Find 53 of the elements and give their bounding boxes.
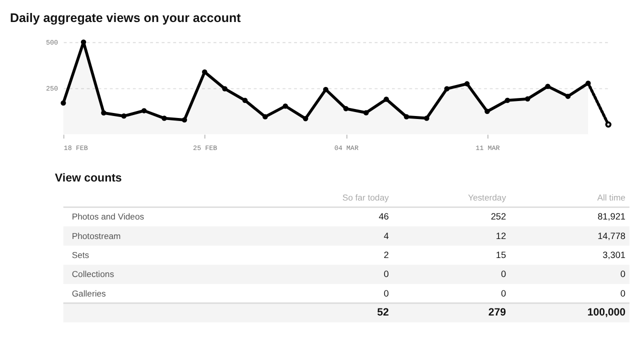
text: 279 (488, 306, 506, 319)
point (384, 96, 389, 102)
point (60, 100, 66, 106)
point (182, 117, 188, 123)
data-label: 0 (620, 288, 626, 298)
point (282, 103, 288, 109)
point (565, 94, 571, 99)
point (504, 98, 510, 103)
data-label: 0 (500, 269, 506, 280)
data-label: 15 (496, 250, 506, 260)
data-label: 0 (384, 288, 389, 298)
point (404, 114, 410, 120)
category-label: Sets (72, 250, 90, 260)
data-label: 0 (620, 269, 626, 280)
data-label: 0 (500, 288, 506, 298)
point (242, 98, 248, 103)
data-label: 81,921 (598, 212, 626, 222)
data-label: 0 (384, 269, 389, 280)
point (323, 86, 328, 92)
point (363, 110, 369, 116)
point (302, 116, 308, 122)
point (121, 113, 127, 119)
point (162, 116, 167, 121)
point (262, 114, 268, 120)
text: View counts (54, 172, 122, 184)
point (141, 108, 147, 114)
text: Yesterday (468, 192, 507, 202)
category-label: Collections (72, 269, 114, 280)
point (484, 108, 490, 114)
data-label: 3,301 (602, 250, 626, 260)
point (444, 86, 450, 92)
point (343, 106, 349, 112)
text: All time (597, 192, 626, 202)
data-label: 252 (490, 212, 506, 222)
point (545, 84, 550, 89)
category-label: Photostream (72, 230, 121, 241)
text: 100,000 (587, 306, 626, 319)
data-label: 12 (496, 230, 506, 241)
data-label: 46 (378, 212, 389, 222)
text: So far today (342, 192, 390, 202)
text: 52 (377, 306, 389, 319)
data-label: 4 (384, 230, 389, 241)
chart-title: Daily aggregate views on your account (10, 11, 241, 26)
data-label: 14,778 (598, 230, 626, 241)
point (222, 86, 228, 92)
point (101, 110, 106, 116)
category-label: Photos and Videos (72, 212, 144, 222)
category-label: Galleries (72, 288, 106, 298)
point (202, 69, 208, 75)
point (424, 116, 430, 121)
point (464, 81, 470, 86)
point (524, 96, 530, 102)
data-label: 2 (384, 250, 389, 260)
